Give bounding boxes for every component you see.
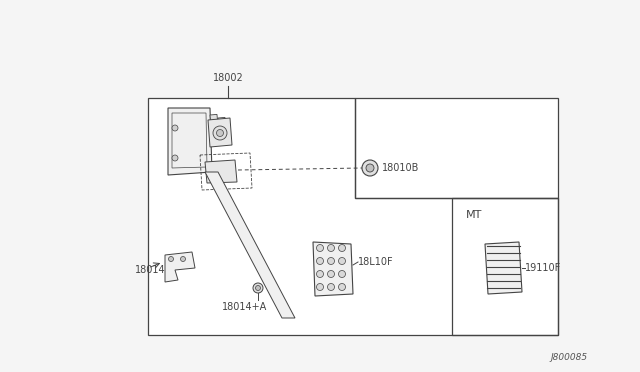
Circle shape (339, 257, 346, 264)
Text: 18L10F: 18L10F (358, 257, 394, 267)
Polygon shape (205, 160, 237, 183)
Circle shape (253, 283, 263, 293)
Text: 19110F: 19110F (525, 263, 561, 273)
Polygon shape (208, 118, 232, 147)
Circle shape (216, 129, 223, 137)
Text: 18002: 18002 (212, 73, 243, 83)
Circle shape (339, 283, 346, 291)
Text: J800085: J800085 (551, 353, 588, 362)
Circle shape (317, 257, 323, 264)
Circle shape (180, 257, 186, 262)
Circle shape (213, 126, 227, 140)
Circle shape (255, 285, 260, 291)
Polygon shape (485, 242, 522, 294)
Text: 18014+A: 18014+A (222, 302, 268, 312)
Polygon shape (165, 252, 195, 282)
Circle shape (328, 270, 335, 278)
Circle shape (339, 270, 346, 278)
Bar (355, 98, 558, 198)
Polygon shape (313, 242, 353, 296)
Circle shape (172, 125, 178, 131)
Circle shape (366, 164, 374, 172)
Text: 18014: 18014 (135, 265, 166, 275)
Circle shape (328, 244, 335, 251)
Polygon shape (148, 98, 558, 335)
Polygon shape (168, 108, 212, 175)
Text: MT: MT (466, 210, 483, 220)
Polygon shape (205, 172, 295, 318)
Text: 18010B: 18010B (382, 163, 419, 173)
Circle shape (317, 283, 323, 291)
Circle shape (172, 155, 178, 161)
Bar (210, 114, 218, 125)
Circle shape (168, 257, 173, 262)
Circle shape (328, 283, 335, 291)
Circle shape (328, 257, 335, 264)
Bar (218, 118, 226, 128)
Circle shape (362, 160, 378, 176)
Circle shape (339, 244, 346, 251)
Circle shape (317, 270, 323, 278)
Circle shape (317, 244, 323, 251)
Bar (452, 198, 558, 335)
